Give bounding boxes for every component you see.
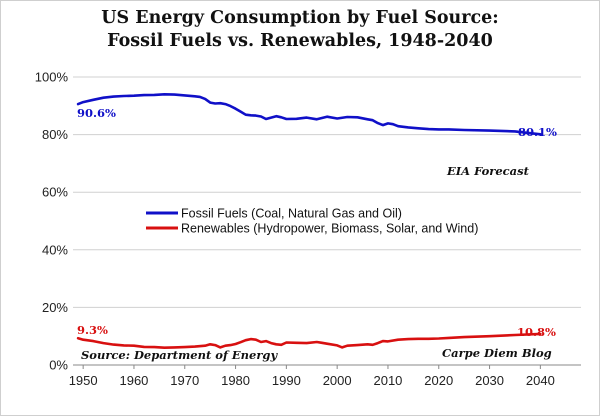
y-tick-label: 60%	[42, 185, 68, 200]
x-tick-label: 2040	[526, 373, 555, 388]
y-tick-label: 40%	[42, 242, 68, 257]
y-tick-label: 80%	[42, 127, 68, 142]
x-tick-label: 2000	[323, 373, 352, 388]
gridlines	[73, 76, 581, 308]
x-tick-label: 2020	[424, 373, 453, 388]
y-tick-label: 0%	[49, 358, 68, 373]
series-line-fossil-fuels	[76, 93, 542, 136]
x-tick-labels: 1950 1960 1970 1980 1990 2000 2010 2020 2030 2040	[69, 365, 555, 388]
x-tick-label: 1980	[221, 373, 250, 388]
legend: Fossil Fuels (Coal, Natural Gas and Oil)…	[146, 207, 478, 236]
x-tick-label: 2010	[373, 373, 402, 388]
renewables-end-label: 10.8%	[517, 325, 556, 339]
x-tick-label: 1970	[170, 373, 199, 388]
x-tick-label: 1950	[69, 373, 98, 388]
y-tick-label: 100%	[35, 70, 69, 85]
x-tick-label: 1960	[119, 373, 148, 388]
source-label: Source: Department of Energy	[81, 348, 278, 362]
y-tick-labels: 0% 20% 40% 60% 80% 100%	[35, 70, 69, 373]
forecast-label: EIA Forecast	[446, 164, 530, 178]
fossil-end-label: 80.1%	[518, 125, 557, 139]
x-tick-label: 1990	[272, 373, 301, 388]
chart-title: US Energy Consumption by Fuel Source: Fo…	[1, 7, 599, 53]
y-tick-label: 20%	[42, 300, 68, 315]
series-lines	[76, 93, 542, 350]
x-tick-label: 2030	[475, 373, 504, 388]
series-line-renewables	[76, 332, 542, 350]
chart-title-line-2: Fossil Fuels vs. Renewables, 1948-2040	[107, 31, 493, 51]
renewables-start-label: 9.3%	[77, 323, 108, 337]
annotations: 90.6% 80.1% 9.3% 10.8% EIA Forecast Sour…	[77, 106, 557, 362]
chart-title-line-1: US Energy Consumption by Fuel Source:	[101, 8, 499, 28]
legend-label-fossil: Fossil Fuels (Coal, Natural Gas and Oil)	[181, 207, 402, 221]
legend-label-renewables: Renewables (Hydropower, Biomass, Solar, …	[181, 222, 478, 236]
credit-label: Carpe Diem Blog	[442, 346, 552, 360]
fossil-start-label: 90.6%	[77, 106, 116, 120]
